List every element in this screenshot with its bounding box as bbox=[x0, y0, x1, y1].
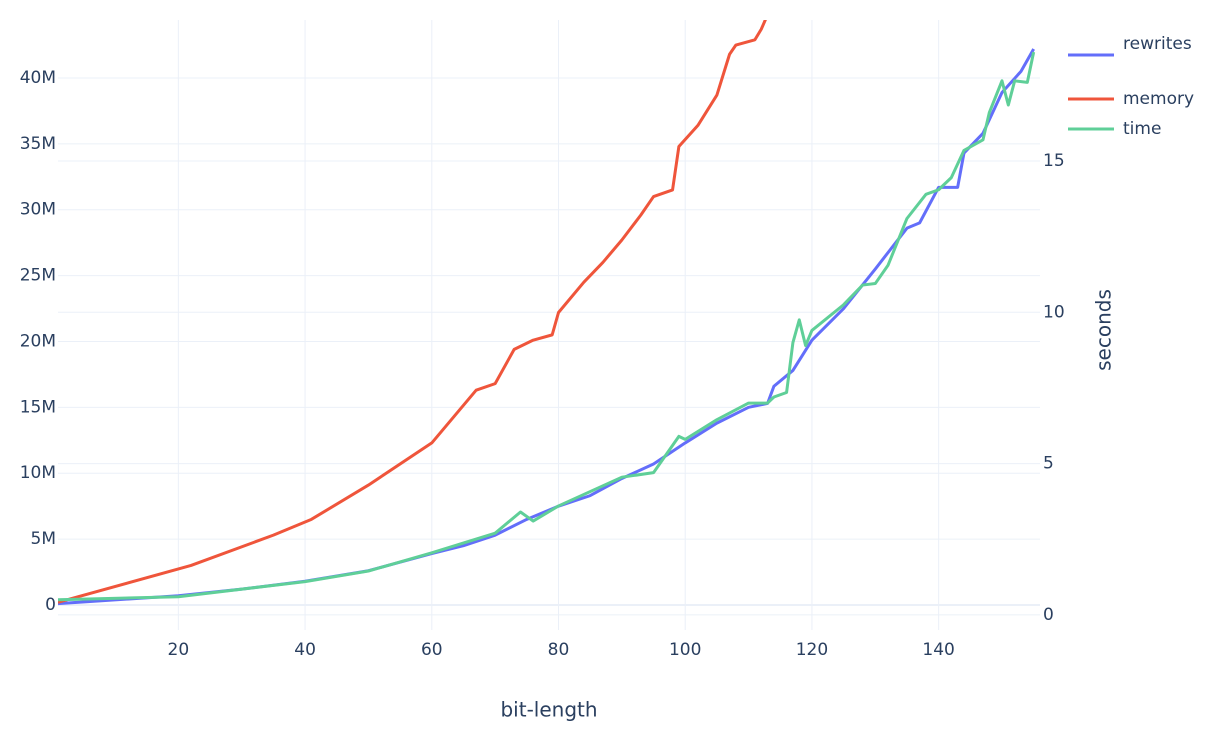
y-tick-label: 25M bbox=[20, 266, 56, 286]
x-tick-label: 20 bbox=[168, 640, 190, 660]
x-tick-label: 120 bbox=[796, 640, 828, 660]
x-tick-label: 40 bbox=[294, 640, 316, 660]
x-axis-title: bit-length bbox=[500, 698, 597, 722]
series-line bbox=[58, 51, 1036, 602]
y2-axis-title: seconds bbox=[1092, 289, 1116, 371]
grid bbox=[58, 20, 1040, 630]
y-tick-label: 5M bbox=[31, 529, 56, 549]
legend-label: time bbox=[1123, 119, 1161, 139]
y-tick-label: 0 bbox=[45, 595, 56, 615]
labels: 20 40 60 80 100 120 14005M10M15M20M25M30M35M40… bbox=[20, 34, 1194, 660]
series-line bbox=[58, 48, 1035, 606]
y-tick-label: 35M bbox=[20, 134, 56, 154]
x-tick-label: 60 bbox=[421, 640, 443, 660]
legend-label: memory bbox=[1123, 89, 1194, 109]
legend-label: rewrites bbox=[1123, 34, 1192, 54]
y-tick-label: 20M bbox=[20, 331, 56, 351]
y2-tick-label: 0 bbox=[1043, 605, 1054, 625]
x-tick-label: 100 bbox=[669, 640, 701, 660]
y-tick-label: 15M bbox=[20, 397, 56, 417]
x-tick-label: 80 bbox=[548, 640, 570, 660]
y-tick-label: 10M bbox=[20, 463, 56, 483]
x-tick-label: 140 bbox=[922, 640, 954, 660]
series-line bbox=[58, 20, 767, 604]
y2-tick-label: 15 bbox=[1043, 151, 1065, 171]
plot-area bbox=[58, 20, 1036, 606]
y2-tick-label: 10 bbox=[1043, 302, 1065, 322]
y-tick-label: 30M bbox=[20, 200, 56, 220]
y-tick-label: 40M bbox=[20, 68, 56, 88]
y2-tick-label: 5 bbox=[1043, 454, 1054, 474]
